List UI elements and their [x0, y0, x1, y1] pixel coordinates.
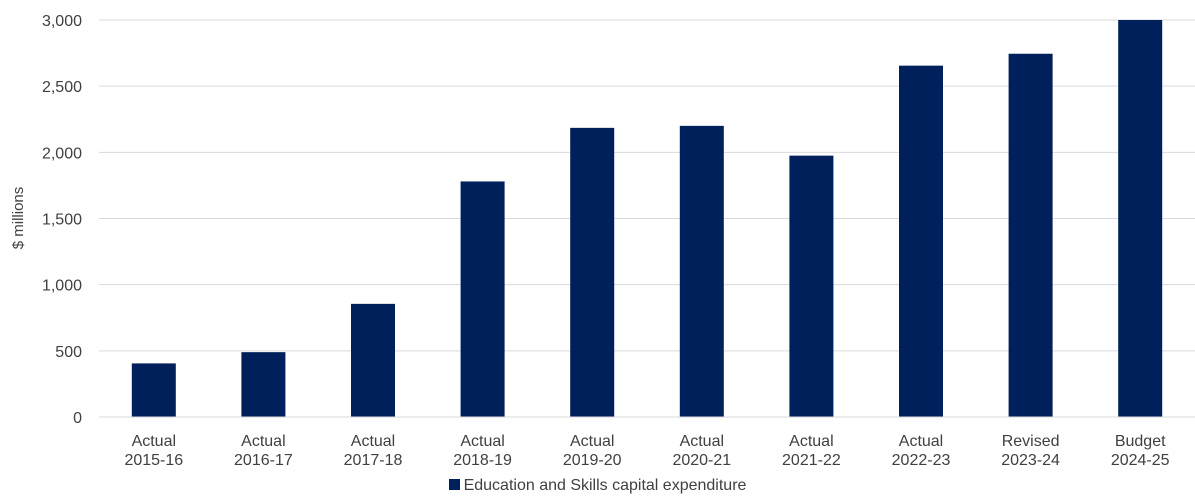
y-tick-label: 1,500	[42, 212, 82, 229]
x-axis-ticks: Actual 2015-16 Actual 2016-17 Actual 2017-18 A…	[124, 433, 1169, 469]
x-tick-label: Actual 2017-18	[344, 433, 403, 469]
bar-chart: 0 500 1,000 1,500 2,000 2,500 3,000 Actual 2015…	[10, 13, 1195, 469]
legend-label: Education and Skills capital expenditure	[463, 477, 747, 494]
bar	[1118, 20, 1163, 417]
x-tick-label: Actual 2018-19	[453, 433, 512, 469]
bar	[131, 363, 176, 417]
y-axis-ticks: 0 500 1,000 1,500 2,000 2,500 3,000	[42, 13, 82, 427]
bar	[899, 65, 943, 417]
y-tick-label: 1,000	[42, 278, 82, 295]
y-tick-label: 500	[55, 344, 82, 361]
y-tick-label: 3,000	[42, 13, 82, 30]
bars	[131, 20, 1163, 418]
y-tick-label: 2,500	[42, 79, 82, 96]
bar	[460, 181, 505, 417]
x-tick-label: Revised 2023-24	[1001, 433, 1060, 469]
x-tick-label: Actual 2020-21	[672, 433, 731, 469]
bar	[351, 303, 395, 417]
x-tick-label: Actual 2016-17	[234, 433, 293, 469]
x-tick-label: Actual 2019-20	[563, 433, 622, 469]
y-axis-label: $ millions	[10, 187, 27, 250]
bar	[679, 125, 724, 417]
legend: Education and Skills capital expenditure	[0, 477, 1195, 495]
x-tick-label: Actual 2022-23	[892, 433, 951, 469]
x-tick-label: Budget 2024-25	[1111, 433, 1170, 469]
bar	[789, 155, 834, 417]
y-tick-label: 0	[73, 410, 82, 427]
x-tick-label: Actual 2015-16	[124, 433, 183, 469]
bar	[1008, 53, 1053, 418]
y-tick-label: 2,000	[42, 145, 82, 162]
bar	[570, 127, 615, 417]
bar	[241, 352, 286, 417]
legend-swatch	[448, 479, 460, 490]
x-tick-label: Actual 2021-22	[782, 433, 841, 469]
